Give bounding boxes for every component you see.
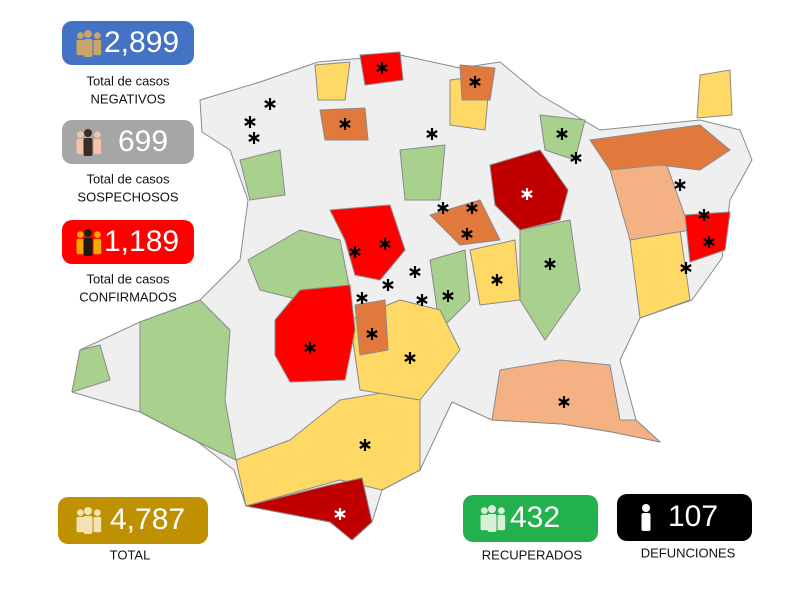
stat-value: 4,787 bbox=[110, 503, 185, 536]
map bbox=[71, 51, 753, 541]
stat-label: NEGATIVOS bbox=[91, 91, 166, 106]
stat-box bbox=[617, 494, 752, 541]
stat-value: 2,899 bbox=[104, 26, 179, 59]
region-yellow bbox=[696, 69, 733, 119]
region-red bbox=[684, 211, 731, 263]
region-green bbox=[139, 299, 237, 461]
region-green bbox=[399, 144, 446, 201]
stat-sospechosos: 699 Total de casos SOSPECHOSOS bbox=[62, 120, 194, 204]
stat-negativos: 2,899 Total de casos NEGATIVOS bbox=[62, 21, 194, 106]
region-green bbox=[519, 219, 581, 341]
stat-value: 1,189 bbox=[104, 225, 179, 258]
region-yellow bbox=[629, 229, 691, 319]
stat-value: 432 bbox=[510, 501, 560, 534]
region-yellow bbox=[235, 389, 421, 507]
region-green bbox=[239, 149, 286, 201]
region-green bbox=[71, 344, 111, 393]
stat-defunciones: 107 DEFUNCIONES bbox=[617, 494, 752, 560]
icon bbox=[77, 129, 102, 156]
stat-label: SOSPECHOSOS bbox=[77, 189, 178, 204]
icon bbox=[77, 507, 102, 534]
region-orange bbox=[491, 359, 661, 443]
icon bbox=[77, 229, 102, 256]
region-yellow bbox=[469, 239, 521, 306]
stat-value: 699 bbox=[118, 125, 168, 158]
region-orange2 bbox=[354, 299, 389, 356]
stat-confirmados: 1,189 Total de casos CONFIRMADOS bbox=[62, 220, 194, 304]
region-darkred bbox=[245, 477, 373, 541]
icon bbox=[77, 30, 102, 57]
stat-label: RECUPERADOS bbox=[482, 547, 583, 562]
region-red bbox=[329, 204, 406, 281]
stat-recuperados: 432 RECUPERADOS bbox=[463, 495, 598, 562]
region-orange2 bbox=[589, 124, 731, 171]
stat-box bbox=[58, 497, 208, 544]
icon bbox=[481, 505, 506, 532]
stat-label: Total de casos bbox=[86, 73, 170, 88]
stat-value: 107 bbox=[668, 500, 718, 533]
region-red bbox=[274, 284, 356, 383]
stat-label: Total de casos bbox=[86, 271, 170, 286]
stat-box bbox=[463, 495, 598, 542]
stat-total: 4,787 TOTAL bbox=[58, 497, 208, 562]
stat-label: Total de casos bbox=[86, 171, 170, 186]
stat-label: TOTAL bbox=[110, 547, 151, 562]
stat-label: CONFIRMADOS bbox=[79, 289, 177, 304]
icon bbox=[641, 504, 651, 531]
stat-label: DEFUNCIONES bbox=[641, 545, 736, 560]
region-yellow bbox=[314, 61, 351, 101]
region-darkred bbox=[489, 149, 569, 231]
